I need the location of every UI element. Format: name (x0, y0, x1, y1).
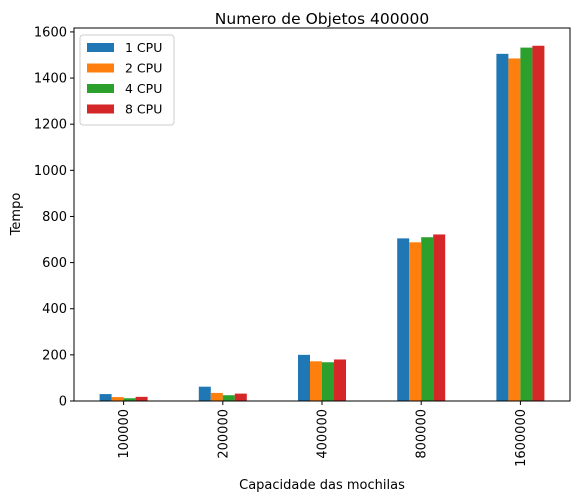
y-tick-label: 1400 (34, 72, 67, 87)
x-axis-label: Capacidade das mochilas (239, 478, 405, 493)
x-axis: 100000 200000 400000 800000 1600000 (117, 401, 529, 467)
x-tick-label: 400000 (316, 409, 331, 459)
bar-2-cpu-200000 (210, 392, 223, 401)
legend-swatch (87, 43, 114, 52)
legend-box (79, 34, 175, 126)
bar-4-cpu-200000 (222, 395, 235, 401)
bar-1-cpu-800000 (397, 238, 410, 401)
bar-1-cpu-100000 (99, 394, 112, 401)
y-tick-label: 600 (42, 256, 67, 271)
bar-8-cpu-400000 (334, 359, 346, 401)
legend: 1 CPU 2 CPU 4 CPU 8 CPU (79, 34, 175, 126)
bar-8-cpu-800000 (433, 234, 446, 401)
bar-1-cpu-200000 (198, 386, 211, 401)
y-tick-label: 1200 (34, 118, 67, 133)
y-tick-label: 400 (42, 302, 67, 317)
bar-8-cpu-1600000 (532, 45, 545, 402)
bar-8-cpu-100000 (135, 396, 148, 401)
bars-group (99, 45, 545, 402)
y-tick-label: 200 (42, 348, 67, 363)
x-tick-label: 100000 (117, 409, 132, 459)
bar-2-cpu-1600000 (508, 58, 521, 402)
legend-swatch (87, 63, 114, 73)
legend-swatch (87, 84, 114, 93)
bar-4-cpu-100000 (123, 398, 136, 401)
y-tick-label: 1000 (34, 164, 67, 179)
legend-label: 8 CPU (125, 102, 162, 117)
bar-1-cpu-400000 (298, 354, 310, 401)
x-tick-label: 800000 (415, 409, 430, 459)
y-tick-label: 1600 (34, 25, 67, 40)
bar-2-cpu-400000 (310, 361, 322, 401)
y-tick-label: 0 (59, 395, 67, 410)
bar-2-cpu-800000 (409, 242, 422, 401)
x-tick-label: 200000 (216, 409, 231, 459)
bar-4-cpu-400000 (322, 362, 334, 401)
x-tick-label: 1600000 (514, 409, 529, 467)
bar-2-cpu-100000 (111, 397, 124, 401)
bar-4-cpu-1600000 (520, 47, 533, 401)
legend-label: 1 CPU (125, 40, 162, 55)
y-axis: 0 200 400 600 800 1000 1200 1400 1600 (34, 25, 74, 410)
y-tick-label: 800 (42, 210, 67, 225)
bar-1-cpu-1600000 (496, 53, 509, 401)
legend-label: 4 CPU (125, 81, 162, 96)
bar-4-cpu-800000 (421, 237, 434, 401)
y-axis-label: Tempo (9, 193, 24, 237)
legend-swatch (87, 104, 114, 114)
legend-label: 2 CPU (125, 61, 162, 76)
bar-8-cpu-200000 (234, 393, 247, 401)
chart-title: Numero de Objetos 400000 (215, 10, 429, 28)
